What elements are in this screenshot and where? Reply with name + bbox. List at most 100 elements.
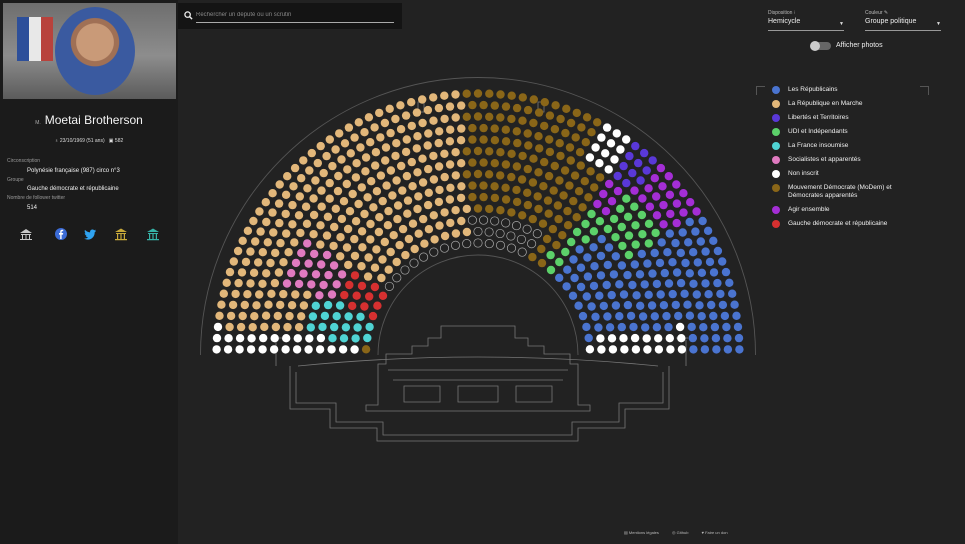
seat[interactable] <box>440 208 449 217</box>
seat[interactable] <box>687 322 696 332</box>
seat[interactable] <box>596 334 605 343</box>
seat[interactable] <box>238 236 247 245</box>
seat[interactable] <box>360 302 369 311</box>
seat[interactable] <box>288 200 297 210</box>
seat[interactable] <box>360 128 369 137</box>
seat[interactable] <box>386 166 396 175</box>
seat[interactable] <box>451 171 460 180</box>
seat[interactable] <box>294 211 304 220</box>
seat[interactable] <box>309 210 319 220</box>
seat[interactable] <box>401 147 411 157</box>
seat[interactable] <box>562 282 571 291</box>
legend-item[interactable]: Les Républicains <box>766 86 926 94</box>
seat[interactable] <box>213 322 223 332</box>
seat[interactable] <box>370 123 379 132</box>
seat[interactable] <box>414 229 423 238</box>
seat[interactable] <box>523 200 533 210</box>
seat[interactable] <box>451 90 460 99</box>
seat[interactable] <box>723 334 732 343</box>
seat[interactable] <box>622 178 631 188</box>
seat[interactable] <box>523 129 532 138</box>
seat[interactable] <box>261 311 271 320</box>
seat[interactable] <box>528 178 538 187</box>
seat[interactable] <box>236 322 246 332</box>
seat[interactable] <box>228 300 238 310</box>
seat[interactable] <box>429 116 438 125</box>
seat[interactable] <box>513 138 522 148</box>
seat[interactable] <box>358 243 367 252</box>
seat[interactable] <box>550 125 560 134</box>
seat[interactable] <box>364 113 374 122</box>
seat[interactable] <box>319 168 328 178</box>
seat[interactable] <box>440 172 449 182</box>
seat[interactable] <box>332 312 341 321</box>
seat[interactable] <box>501 102 511 111</box>
seat[interactable] <box>246 247 255 256</box>
seat[interactable] <box>341 323 351 332</box>
seat[interactable] <box>325 178 334 188</box>
seat[interactable] <box>377 273 386 283</box>
seat[interactable] <box>267 289 276 298</box>
seat[interactable] <box>662 311 671 321</box>
seat[interactable] <box>240 300 249 310</box>
seat[interactable] <box>325 135 334 144</box>
seat[interactable] <box>534 168 543 177</box>
seat[interactable] <box>630 333 640 343</box>
seat[interactable] <box>518 211 527 220</box>
seat[interactable] <box>363 193 372 202</box>
seat[interactable] <box>603 224 613 234</box>
seat[interactable] <box>523 105 533 115</box>
seat[interactable] <box>543 196 553 205</box>
seat[interactable] <box>479 215 489 225</box>
seat[interactable] <box>615 312 624 321</box>
seat[interactable] <box>540 98 549 107</box>
seat[interactable] <box>722 322 731 332</box>
seat[interactable] <box>243 226 253 235</box>
seat[interactable] <box>258 248 267 257</box>
seat[interactable] <box>473 169 483 179</box>
seat[interactable] <box>636 176 645 185</box>
seat[interactable] <box>323 300 333 310</box>
seat[interactable] <box>243 290 252 299</box>
seat[interactable] <box>590 262 599 271</box>
seat[interactable] <box>328 161 337 171</box>
seat[interactable] <box>596 251 606 261</box>
seat[interactable] <box>352 291 361 300</box>
seat[interactable] <box>345 280 354 290</box>
seat[interactable] <box>485 89 494 98</box>
seat[interactable] <box>356 312 365 321</box>
seat[interactable] <box>641 323 650 332</box>
seat[interactable] <box>384 206 393 216</box>
seat[interactable] <box>659 220 668 229</box>
seat[interactable] <box>313 158 322 168</box>
seat[interactable] <box>638 230 647 239</box>
facebook-icon[interactable] <box>54 227 68 241</box>
seat[interactable] <box>468 123 477 133</box>
seat[interactable] <box>523 164 532 174</box>
seat[interactable] <box>376 133 385 142</box>
seat[interactable] <box>677 345 687 354</box>
seat[interactable] <box>691 227 700 236</box>
seat[interactable] <box>445 160 455 169</box>
seat[interactable] <box>311 270 321 279</box>
seat[interactable] <box>451 148 460 157</box>
seat[interactable] <box>578 203 587 212</box>
seat[interactable] <box>268 208 277 217</box>
seat[interactable] <box>225 267 235 277</box>
seat[interactable] <box>354 118 363 127</box>
seat[interactable] <box>271 322 281 332</box>
seat[interactable] <box>366 219 375 229</box>
seat[interactable] <box>624 231 634 240</box>
seat[interactable] <box>383 221 393 230</box>
seat[interactable] <box>309 194 318 203</box>
seat[interactable] <box>311 301 320 310</box>
seat[interactable] <box>629 322 638 332</box>
seat[interactable] <box>584 193 593 202</box>
seat[interactable] <box>657 238 666 247</box>
seat[interactable] <box>623 300 633 310</box>
seat[interactable] <box>357 281 367 291</box>
seat[interactable] <box>679 208 688 217</box>
seat[interactable] <box>407 157 416 167</box>
seat[interactable] <box>222 278 231 287</box>
seat[interactable] <box>320 311 330 321</box>
